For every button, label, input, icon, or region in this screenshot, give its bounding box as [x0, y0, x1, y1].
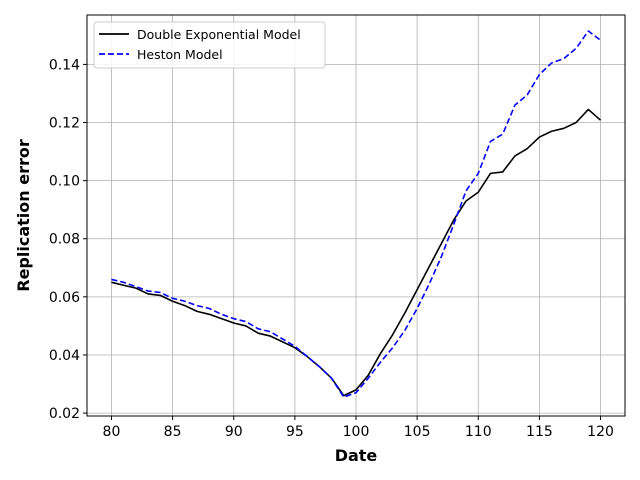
- x-tick-label: 100: [343, 424, 370, 440]
- y-tick-label: 0.10: [49, 174, 80, 190]
- x-tick-label: 105: [404, 424, 431, 440]
- axis-ticks: 80 85 90 95 100 105 110 115 120 0.02 0.04 0.06 0.08 0…: [49, 57, 614, 440]
- x-tick-label: 110: [465, 424, 492, 440]
- x-tick-label: 120: [587, 424, 614, 440]
- legend: Double Exponential Model Heston Model: [93, 21, 326, 69]
- y-tick-label: 0.06: [49, 290, 80, 306]
- legend-label-double-exponential: Double Exponential Model: [137, 27, 301, 42]
- series-lines: [111, 30, 602, 398]
- x-tick-label: 115: [526, 424, 553, 440]
- y-tick-label: 0.14: [49, 57, 80, 73]
- legend-label-heston: Heston Model: [137, 47, 223, 62]
- series-line-double-exponential: [111, 108, 602, 397]
- y-tick-label: 0.08: [49, 232, 80, 248]
- x-tick-label: 90: [225, 424, 243, 440]
- x-tick-label: 85: [164, 424, 182, 440]
- x-tick-label: 95: [286, 424, 304, 440]
- x-axis-label: Date: [335, 446, 378, 465]
- series-line-heston: [111, 30, 602, 398]
- x-tick-label: 80: [103, 424, 121, 440]
- y-axis-label: Replication error: [14, 139, 33, 292]
- y-tick-label: 0.02: [49, 406, 80, 422]
- grid-lines: [87, 15, 625, 416]
- y-tick-label: 0.04: [49, 348, 80, 364]
- legend-box: [93, 21, 326, 69]
- y-tick-label: 0.12: [49, 116, 80, 132]
